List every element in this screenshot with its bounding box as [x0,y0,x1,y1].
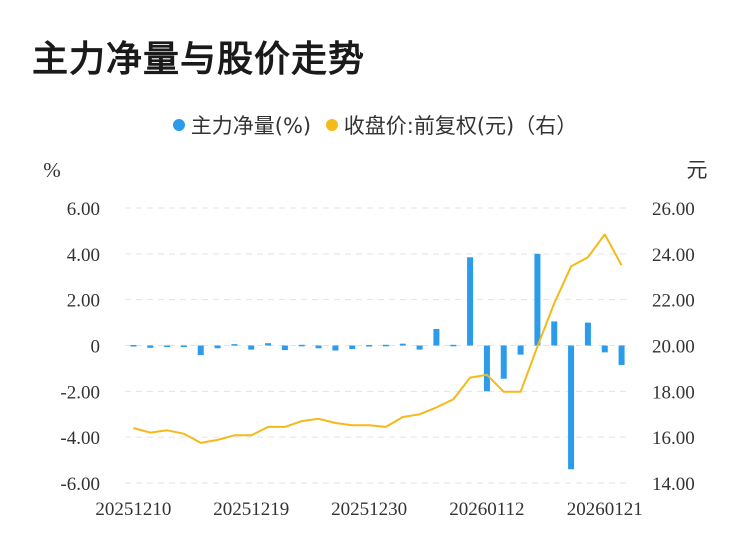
legend-label-net-flow: 主力净量(%) [190,114,312,138]
net-flow-bar [551,321,558,346]
x-axis-tick: 20260121 [567,499,643,520]
legend-item-close-price[interactable]: 收盘价:前复权(元)（右） [325,110,578,140]
net-flow-bar [366,345,373,347]
chart-title: 主力净量与股价走势 [32,39,366,80]
net-flow-bar [315,345,322,349]
net-flow-bar [601,345,608,353]
right-axis-tick: 20.00 [652,337,695,358]
right-axis-tick: 24.00 [652,245,695,266]
left-axis-tick: -6.00 [60,474,100,495]
net-flow-bar [231,344,238,346]
left-axis-tick: -4.00 [60,428,100,449]
right-axis-tick: 16.00 [652,428,695,449]
net-flow-bar [298,344,305,347]
right-axis-tick: 26.00 [652,199,695,220]
net-flow-bar [450,344,457,347]
net-flow-bar [568,345,575,470]
x-axis-tick: 20251230 [331,499,407,520]
net-flow-bar [265,343,272,346]
net-flow-bar [197,345,204,356]
right-axis-tick: 22.00 [652,291,695,312]
right-axis-tick: 14.00 [652,474,695,495]
right-axis-unit: 元 [687,158,708,182]
left-axis-tick: 6.00 [67,199,100,220]
x-axis-tick: 20251219 [213,499,289,520]
net-flow-bar [281,345,288,351]
legend-label-close-price: 收盘价:前复权(元)（右） [343,114,578,138]
x-axis-tick: 20251210 [95,499,171,520]
close-price-line [133,233,623,444]
right-axis-tick: 18.00 [652,382,695,403]
net-flow-bar [517,345,524,355]
x-axis-tick: 20260112 [449,499,524,520]
net-flow-bar [214,345,221,349]
net-flow-bar [332,345,339,351]
net-flow-bar [164,345,171,347]
net-flow-bar [130,345,137,347]
net-flow-bar [433,329,440,346]
net-flow-bar [618,345,625,365]
net-flow-bar [147,345,154,348]
net-flow-bar [467,257,474,346]
left-axis-tick: -2.00 [60,382,100,403]
net-flow-bar [534,253,541,346]
net-flow-bar [500,345,507,379]
net-flow-bar [483,345,490,392]
legend-dot-close-price [325,119,338,131]
legend-dot-net-flow [172,119,185,131]
net-flow-bar [399,343,406,346]
legend-item-net-flow[interactable]: 主力净量(%) [172,110,312,140]
net-flow-bar [349,345,356,349]
net-flow-bar [382,344,389,347]
net-flow-bar [180,345,187,347]
chart-legend: 主力净量(%) 收盘价:前复权(元)（右） [0,110,750,140]
left-axis-tick: 2.00 [67,291,100,312]
left-axis-tick: 4.00 [67,245,100,266]
net-flow-bar [584,322,591,346]
net-flow-bar [416,345,423,350]
left-axis-tick: 0 [91,337,101,358]
left-axis-unit: % [43,158,61,182]
net-flow-bar [248,345,255,350]
